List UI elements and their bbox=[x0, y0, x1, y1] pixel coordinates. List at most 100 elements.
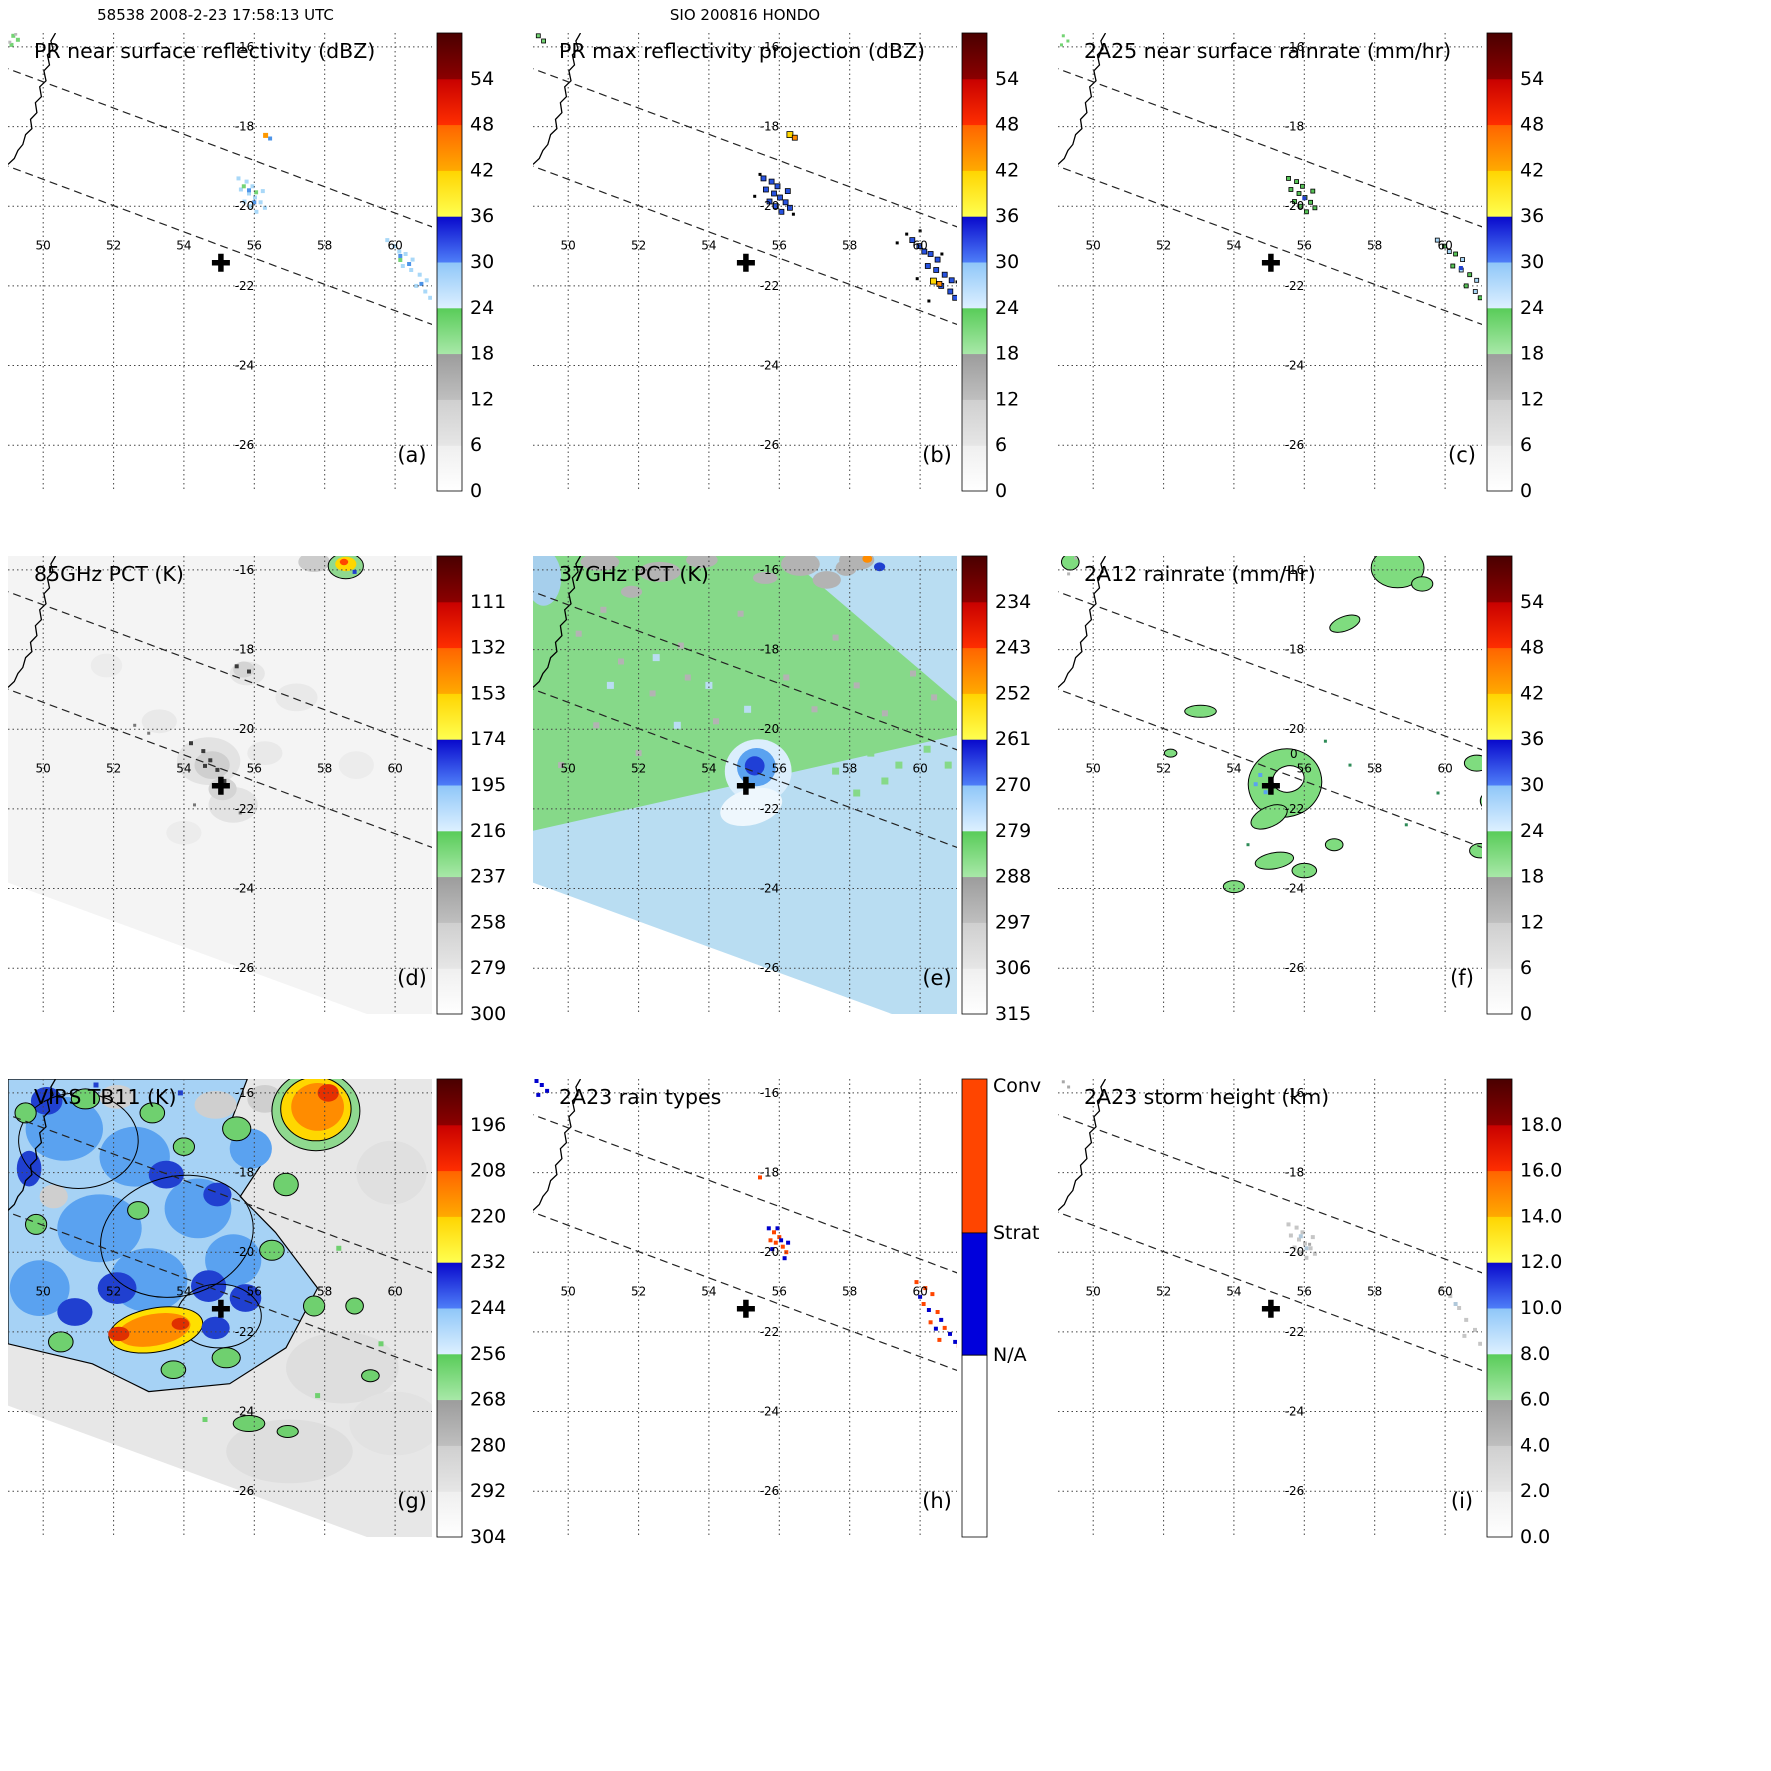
lat-label: -16 bbox=[1285, 563, 1305, 577]
storm-center-cross bbox=[211, 253, 230, 272]
lon-label: 58 bbox=[842, 761, 857, 775]
colorbar-tick-label: 24 bbox=[1520, 297, 1544, 319]
lon-label: 50 bbox=[561, 761, 576, 775]
map-area: 50 52 54 56 58 60 -16 -18 -20 -22 -24 -26 37GHz PCT … bbox=[533, 556, 957, 1014]
colorbar-tick-label: 12 bbox=[1520, 388, 1544, 410]
panel-b: 50 52 54 56 58 60 -16 -18 -20 -22 -24 -26 PR max ref… bbox=[533, 0, 1058, 523]
colorbar: 0 6 12 18 24 30 36 42 48 54 bbox=[1486, 555, 1544, 1025]
panel-title: 2A12 rainrate (mm/hr) bbox=[1084, 562, 1316, 586]
lat-label: -26 bbox=[1285, 438, 1305, 452]
lat-label: -24 bbox=[235, 359, 255, 373]
storm-center-cross bbox=[211, 776, 230, 795]
colorbar-tick-label: 232 bbox=[470, 1251, 506, 1273]
colorbar-tick-label: 0 bbox=[1520, 480, 1532, 502]
lon-label: 52 bbox=[106, 238, 121, 252]
coastline bbox=[8, 33, 57, 165]
colorbar-tick-label: 24 bbox=[470, 297, 494, 319]
colorbar-tick-label: 36 bbox=[995, 205, 1019, 227]
colorbar-tick-label: 288 bbox=[995, 866, 1031, 888]
lat-label: -26 bbox=[235, 961, 255, 975]
lon-label: 54 bbox=[176, 761, 191, 775]
lat-label: -20 bbox=[235, 1245, 255, 1259]
lon-label: 58 bbox=[842, 1284, 857, 1298]
lat-label: -22 bbox=[760, 802, 780, 816]
colorbar-tick-label: 220 bbox=[470, 1205, 506, 1227]
speck-group bbox=[1298, 1234, 1458, 1306]
lat-label: -26 bbox=[1285, 1484, 1305, 1498]
lat-label: -16 bbox=[760, 40, 780, 54]
overlay-lines bbox=[8, 556, 432, 849]
data-layer bbox=[535, 33, 957, 303]
lat-label: -18 bbox=[760, 1166, 780, 1180]
colorbar-tick-label: 48 bbox=[1520, 637, 1544, 659]
colorbar-tick-label: 42 bbox=[1520, 159, 1544, 181]
colorbar-tick-label: 244 bbox=[470, 1297, 506, 1319]
speck-group bbox=[202, 1245, 384, 1422]
lat-label: -26 bbox=[760, 961, 780, 975]
colorbar-tick-label: 42 bbox=[1520, 682, 1544, 704]
lat-label: -24 bbox=[760, 1405, 780, 1419]
lat-label: -24 bbox=[760, 882, 780, 896]
colorbar-tick-label: 24 bbox=[995, 297, 1019, 319]
colorbar-tick-label: 234 bbox=[995, 591, 1031, 613]
colorbar-tick-label: 18 bbox=[995, 343, 1019, 365]
lon-label: 50 bbox=[561, 1284, 576, 1298]
speck-group bbox=[385, 238, 432, 300]
lat-label: -22 bbox=[1285, 279, 1305, 293]
lat-label: -20 bbox=[1285, 199, 1305, 213]
colorbar-tick-label: 4.0 bbox=[1520, 1434, 1550, 1456]
lon-label: 52 bbox=[631, 238, 646, 252]
lat-label: -26 bbox=[235, 1484, 255, 1498]
lat-label: -20 bbox=[235, 722, 255, 736]
panel-letter: (g) bbox=[397, 1489, 427, 1513]
overlay-lines bbox=[533, 1079, 957, 1372]
colorbar-tick-label: 243 bbox=[995, 637, 1031, 659]
swath-edge-line bbox=[1058, 1114, 1482, 1274]
data-layer bbox=[8, 1079, 432, 1537]
colorbar-category-label: Strat bbox=[993, 1222, 1039, 1244]
lon-label: 54 bbox=[176, 1284, 191, 1298]
swath-edge-line bbox=[8, 1211, 432, 1372]
lon-label: 50 bbox=[1086, 761, 1101, 775]
colorbar-tick-label: 36 bbox=[1520, 728, 1544, 750]
lat-label: -22 bbox=[235, 1325, 255, 1339]
swath-edge-line bbox=[1058, 688, 1482, 849]
graticule bbox=[8, 33, 432, 491]
storm-center-cross bbox=[736, 776, 755, 795]
swath-edge-line bbox=[533, 165, 957, 326]
panel-letter: (i) bbox=[1451, 1489, 1473, 1513]
colorbar: 0 6 12 18 24 30 36 42 48 54 bbox=[436, 32, 494, 502]
panel-h: 50 52 54 56 58 60 -16 -18 -20 -22 -24 -26 2A23 rain … bbox=[533, 1046, 1058, 1569]
colorbar: 315 306 297 288 279 270 261 252 243 234 bbox=[961, 555, 1031, 1025]
overlay-lines bbox=[8, 1079, 432, 1372]
lon-label: 60 bbox=[912, 761, 927, 775]
swath-edge-line bbox=[8, 165, 432, 326]
lat-label: -16 bbox=[1285, 1086, 1305, 1100]
colorbar-tick-label: 8.0 bbox=[1520, 1343, 1550, 1365]
speck-group bbox=[236, 176, 267, 214]
lon-label: 58 bbox=[317, 761, 332, 775]
lat-label: -18 bbox=[1285, 643, 1305, 657]
colorbar-tick-label: 0.0 bbox=[1520, 1526, 1550, 1548]
colorbar-tick-label: 12 bbox=[470, 388, 494, 410]
map-area: 50 52 54 56 58 60 -16 -18 -20 -22 -24 -26 2A23 storm… bbox=[1058, 1079, 1482, 1537]
lat-label: -18 bbox=[1285, 120, 1305, 134]
swath-edge-line bbox=[533, 591, 957, 751]
lat-label: -16 bbox=[1285, 40, 1305, 54]
overlay-lines bbox=[1058, 1079, 1482, 1372]
colorbar-tick-label: 30 bbox=[1520, 251, 1544, 273]
graticule bbox=[8, 1079, 432, 1537]
panel-i: 50 52 54 56 58 60 -16 -18 -20 -22 -24 -26 2A23 storm… bbox=[1058, 1046, 1583, 1569]
lon-label: 50 bbox=[1086, 238, 1101, 252]
panel-letter: (h) bbox=[922, 1489, 952, 1513]
grid-labels: 50 52 54 56 58 60 -16 -18 -20 -22 -24 -26 bbox=[1086, 40, 1453, 452]
lon-label: 54 bbox=[176, 238, 191, 252]
graticule bbox=[533, 556, 957, 1014]
colorbar: 0.0 2.0 4.0 6.0 8.0 10.0 12.0 14.0 16.0 18.0 bbox=[1486, 1078, 1562, 1548]
lat-label: -16 bbox=[235, 563, 255, 577]
panel-g: 50 52 54 56 58 60 -16 -18 -20 -22 -24 -26 VIRS TB11 … bbox=[8, 1046, 533, 1569]
colorbar-tick-label: 18 bbox=[470, 343, 494, 365]
panel-f: 50 52 54 56 58 60 -16 -18 -20 -22 -24 -26 0 2A12 rain… bbox=[1058, 523, 1583, 1046]
lon-label: 58 bbox=[1367, 761, 1382, 775]
